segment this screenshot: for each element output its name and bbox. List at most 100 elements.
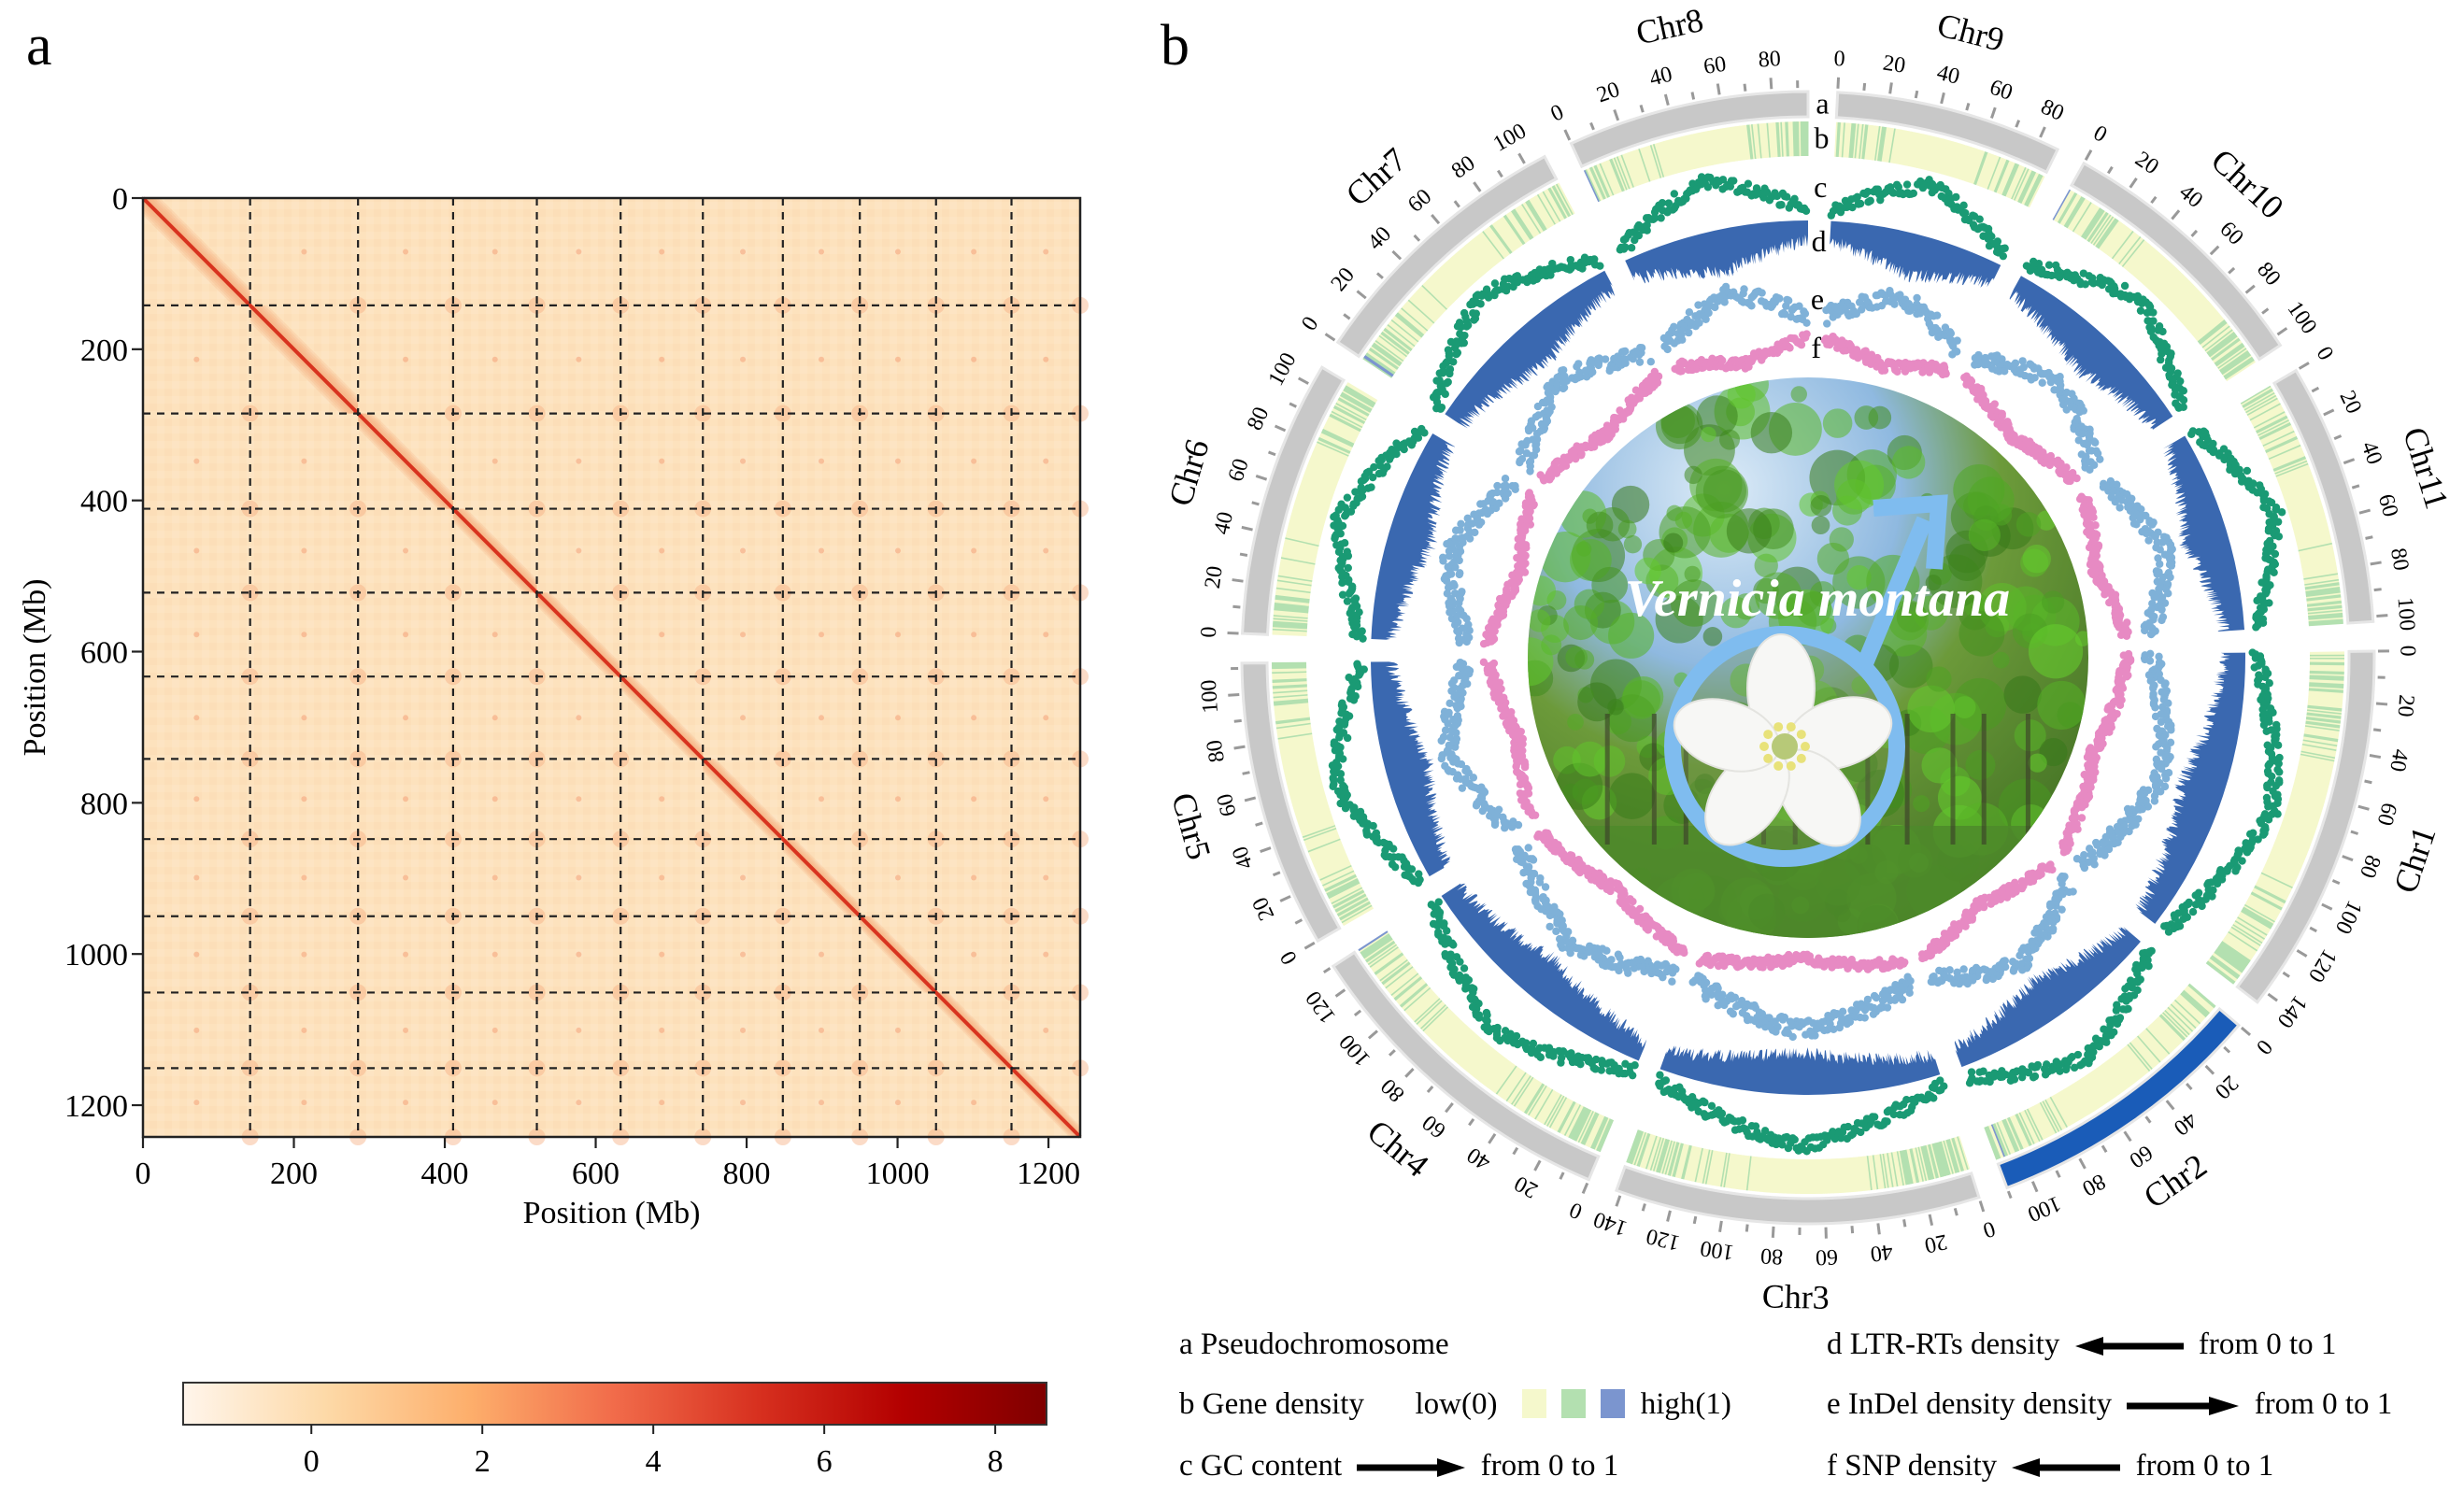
centromere-spot — [894, 1027, 901, 1033]
gene-density-stripe — [2159, 275, 2186, 302]
foliage — [2003, 675, 2042, 714]
gene-density-stripe — [2106, 226, 2129, 256]
indel-point — [2156, 560, 2164, 568]
gc-point — [1656, 1071, 1664, 1079]
y-tick-label: 1200 — [64, 1089, 128, 1124]
indel-point — [2046, 377, 2056, 387]
indel-point — [2096, 455, 2104, 463]
centromere-spot — [659, 951, 665, 958]
chromosome-tick — [1388, 1049, 1396, 1057]
colorbar-tick-label: 2 — [475, 1444, 491, 1479]
gene-density-stripe — [1990, 158, 2006, 192]
centromere-spot — [1043, 248, 1049, 255]
gene-density-stripe — [2101, 222, 2124, 252]
gc-point — [2262, 727, 2271, 735]
chromosome-tick — [2261, 307, 2270, 315]
gene-density-stripe — [2206, 332, 2236, 355]
gc-point — [2120, 281, 2129, 291]
gene-density-stripe — [2138, 253, 2163, 282]
foliage — [1958, 610, 2005, 657]
heatmap-frame — [141, 196, 1082, 1139]
gene-density-stripe — [1888, 128, 1897, 163]
centromere-spot — [819, 1027, 825, 1033]
foliage — [1586, 511, 1614, 539]
gene-density-stripe — [2188, 308, 2217, 334]
x-tick-label: 1000 — [866, 1157, 930, 1191]
chromosome-tick — [2190, 229, 2199, 237]
gc-point — [1961, 208, 1970, 218]
centromere-spot — [1043, 356, 1049, 362]
chromosome-tick — [1965, 102, 1971, 111]
gc-point — [1889, 189, 1898, 197]
foliage — [2028, 624, 2084, 679]
centromere-spot — [403, 951, 409, 958]
gene-density-stripe — [2086, 210, 2107, 241]
gene-density-stripe — [1914, 133, 1924, 168]
pseudochromosome-bar — [1996, 1006, 2241, 1190]
gene-density-stripe — [2015, 169, 2033, 203]
centromere-spot — [659, 458, 665, 464]
gc-point — [2164, 928, 2173, 936]
gc-point — [2081, 280, 2089, 289]
chromosome-tick — [2078, 1157, 2087, 1170]
centromere-spot — [971, 796, 977, 802]
gene-density-stripe — [2132, 248, 2158, 277]
chromosome-tick — [1426, 1085, 1434, 1093]
gc-point — [1529, 1039, 1538, 1048]
centromere-spot — [193, 874, 200, 881]
gene-density-stripe — [1838, 122, 1844, 158]
centromere-spot — [819, 458, 825, 464]
gene-density-stripe — [2012, 167, 2029, 201]
chromosome-tick — [2144, 1115, 2152, 1124]
gene-density-stripe — [2104, 225, 2128, 255]
interchrom-spot — [694, 831, 712, 848]
indel-point — [2019, 362, 2028, 372]
indel-point — [2157, 717, 2166, 726]
gene-density-stripe — [1835, 121, 1840, 157]
foliage — [2042, 590, 2065, 614]
gene-density-stripe — [1920, 135, 1931, 170]
y-tick-label: 0 — [112, 182, 128, 217]
gene-density-stripe — [2183, 302, 2211, 327]
centromere-spot — [576, 1100, 582, 1106]
chromosome-tick — [2375, 702, 2388, 706]
gene-density-stripe — [2158, 273, 2184, 300]
gene-density-stripe — [1987, 156, 2001, 191]
gene-density-stripe — [2209, 334, 2239, 358]
gene-density-stripe — [2127, 244, 2152, 273]
ltr-density-area — [1659, 1045, 1941, 1095]
foliage — [1528, 575, 1557, 606]
chromosome-tick — [2372, 728, 2382, 732]
gene-density-stripe — [1969, 149, 1983, 184]
gene-density-stripe — [2115, 234, 2140, 263]
flower-stamen — [1786, 760, 1796, 771]
gene-density-stripe — [2090, 214, 2112, 245]
gene-density-stripe — [1940, 140, 1952, 175]
centromere-spot — [193, 356, 200, 362]
panel-b-label: b — [1161, 14, 1189, 78]
centromere-spot — [971, 458, 977, 464]
chromosome-tick — [1488, 1132, 1497, 1144]
chromosome-tick — [2333, 434, 2343, 440]
gene-density-stripe — [2026, 175, 2044, 207]
gene-density-stripe — [2224, 358, 2255, 379]
chromosome-tick — [2228, 266, 2236, 275]
gene-density-stripe — [2073, 202, 2094, 234]
gene-density-stripe — [2116, 234, 2141, 264]
gc-point — [1902, 180, 1912, 189]
chromosome-tick — [1888, 82, 1893, 94]
gc-point — [2191, 901, 2201, 909]
chromosome-tick — [2204, 1064, 2215, 1075]
indel-point — [1913, 293, 1921, 303]
gene-density-stripe — [1975, 152, 1990, 186]
chromosome-tick — [1367, 1030, 1378, 1040]
gene-density-stripe — [2130, 247, 2155, 276]
gene-density-stripe — [1912, 133, 1922, 168]
gc-point — [1388, 859, 1397, 869]
gene-density-stripe — [1864, 124, 1871, 160]
gene-density-stripe — [2220, 352, 2251, 375]
gene-density-stripe — [2203, 328, 2233, 351]
gene-density-stripe — [1934, 138, 1946, 173]
indel-point — [2018, 966, 2027, 974]
